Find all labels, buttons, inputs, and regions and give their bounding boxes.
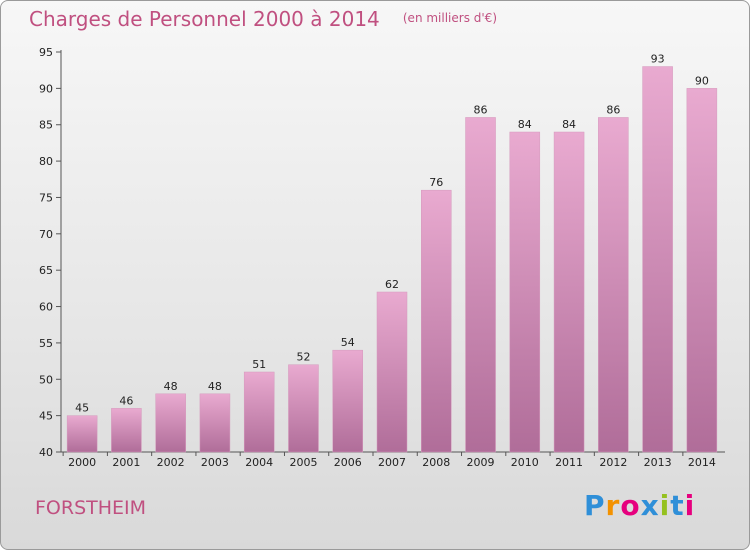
y-tick-label: 75 — [39, 191, 53, 204]
x-tick-label-2000: 2000 — [68, 456, 96, 469]
x-tick-label-2009: 2009 — [467, 456, 495, 469]
value-label-2000: 45 — [75, 402, 89, 415]
value-label-2003: 48 — [208, 380, 222, 393]
value-labels: 45 46 48 48 51 52 54 62 76 86 84 84 86 93 90 — [75, 53, 709, 415]
x-tick-label-2014: 2014 — [688, 456, 716, 469]
logo-letter: i — [659, 489, 671, 522]
y-tick-label: 60 — [39, 301, 53, 314]
x-tick-label-2003: 2003 — [201, 456, 229, 469]
bar-2014 — [686, 88, 718, 453]
value-label-2012: 86 — [606, 103, 620, 116]
y-tick-label: 50 — [39, 373, 53, 386]
logo-letter: P — [584, 489, 606, 522]
value-label-2006: 54 — [341, 336, 355, 349]
proxiti-logo: Proxiti — [584, 489, 695, 522]
x-tick-label-2013: 2013 — [644, 456, 672, 469]
y-tick-label: 80 — [39, 155, 53, 168]
value-label-2001: 46 — [119, 394, 133, 407]
title-row: Charges de Personnel 2000 à 2014 (en mil… — [29, 7, 497, 31]
x-tick-label-2005: 2005 — [289, 456, 317, 469]
bar-2000 — [66, 415, 98, 453]
x-tick-label-2011: 2011 — [555, 456, 583, 469]
value-label-2005: 52 — [296, 351, 310, 364]
bar-2007 — [376, 291, 408, 453]
bar-2012 — [598, 117, 629, 453]
y-tick-label: 40 — [39, 446, 53, 459]
y-tick-label: 55 — [39, 337, 53, 350]
value-label-2009: 86 — [474, 103, 488, 116]
x-tick-label-2007: 2007 — [378, 456, 406, 469]
value-label-2004: 51 — [252, 358, 266, 371]
y-tick-label: 85 — [39, 119, 53, 132]
x-tick-label-2004: 2004 — [245, 456, 273, 469]
x-tick-label-2001: 2001 — [112, 456, 140, 469]
y-tick-labels: 40 45 50 55 60 65 70 75 80 85 90 95 — [39, 46, 53, 459]
bar-2005 — [288, 364, 319, 453]
y-tick-label: 45 — [39, 410, 53, 423]
bar-2006 — [332, 349, 363, 453]
bar-2013 — [642, 66, 673, 453]
logo-letter: r — [605, 489, 621, 522]
value-label-2014: 90 — [695, 74, 709, 87]
x-tick-label-2002: 2002 — [157, 456, 185, 469]
value-label-2013: 93 — [651, 53, 665, 66]
x-tick-labels: 2000 2001 2002 2003 2004 2005 2006 2007 2008 2009… — [68, 456, 716, 469]
logo-letter: o — [620, 489, 641, 522]
y-tick-label: 70 — [39, 228, 53, 241]
bar-2002 — [155, 393, 186, 453]
x-tick-label-2010: 2010 — [511, 456, 539, 469]
bar-2008 — [421, 189, 452, 453]
bar-2010 — [509, 131, 541, 453]
bar-2003 — [199, 393, 231, 453]
place-name: FORSTHEIM — [35, 497, 147, 519]
y-tick-label: 90 — [39, 82, 53, 95]
chart-title: Charges de Personnel 2000 à 2014 — [29, 7, 380, 31]
x-tick-label-2006: 2006 — [334, 456, 362, 469]
bar-2001 — [111, 408, 142, 453]
bar-2009 — [465, 117, 496, 453]
x-tick-label-2008: 2008 — [422, 456, 450, 469]
value-label-2010: 84 — [518, 118, 532, 131]
y-tick-label: 65 — [39, 264, 53, 277]
value-label-2002: 48 — [164, 380, 178, 393]
y-tick-label: 95 — [39, 46, 53, 59]
logo-letter: i — [684, 489, 696, 522]
value-label-2011: 84 — [562, 118, 576, 131]
bar-2004 — [243, 371, 275, 453]
value-label-2008: 76 — [429, 176, 443, 189]
x-tick-label-2012: 2012 — [599, 456, 627, 469]
bar-2011 — [553, 131, 585, 453]
bars — [66, 66, 718, 453]
logo-letter: t — [670, 489, 685, 522]
logo-letter: x — [640, 489, 660, 522]
value-label-2007: 62 — [385, 278, 399, 291]
chart-subtitle: (en milliers d'€) — [402, 11, 497, 25]
